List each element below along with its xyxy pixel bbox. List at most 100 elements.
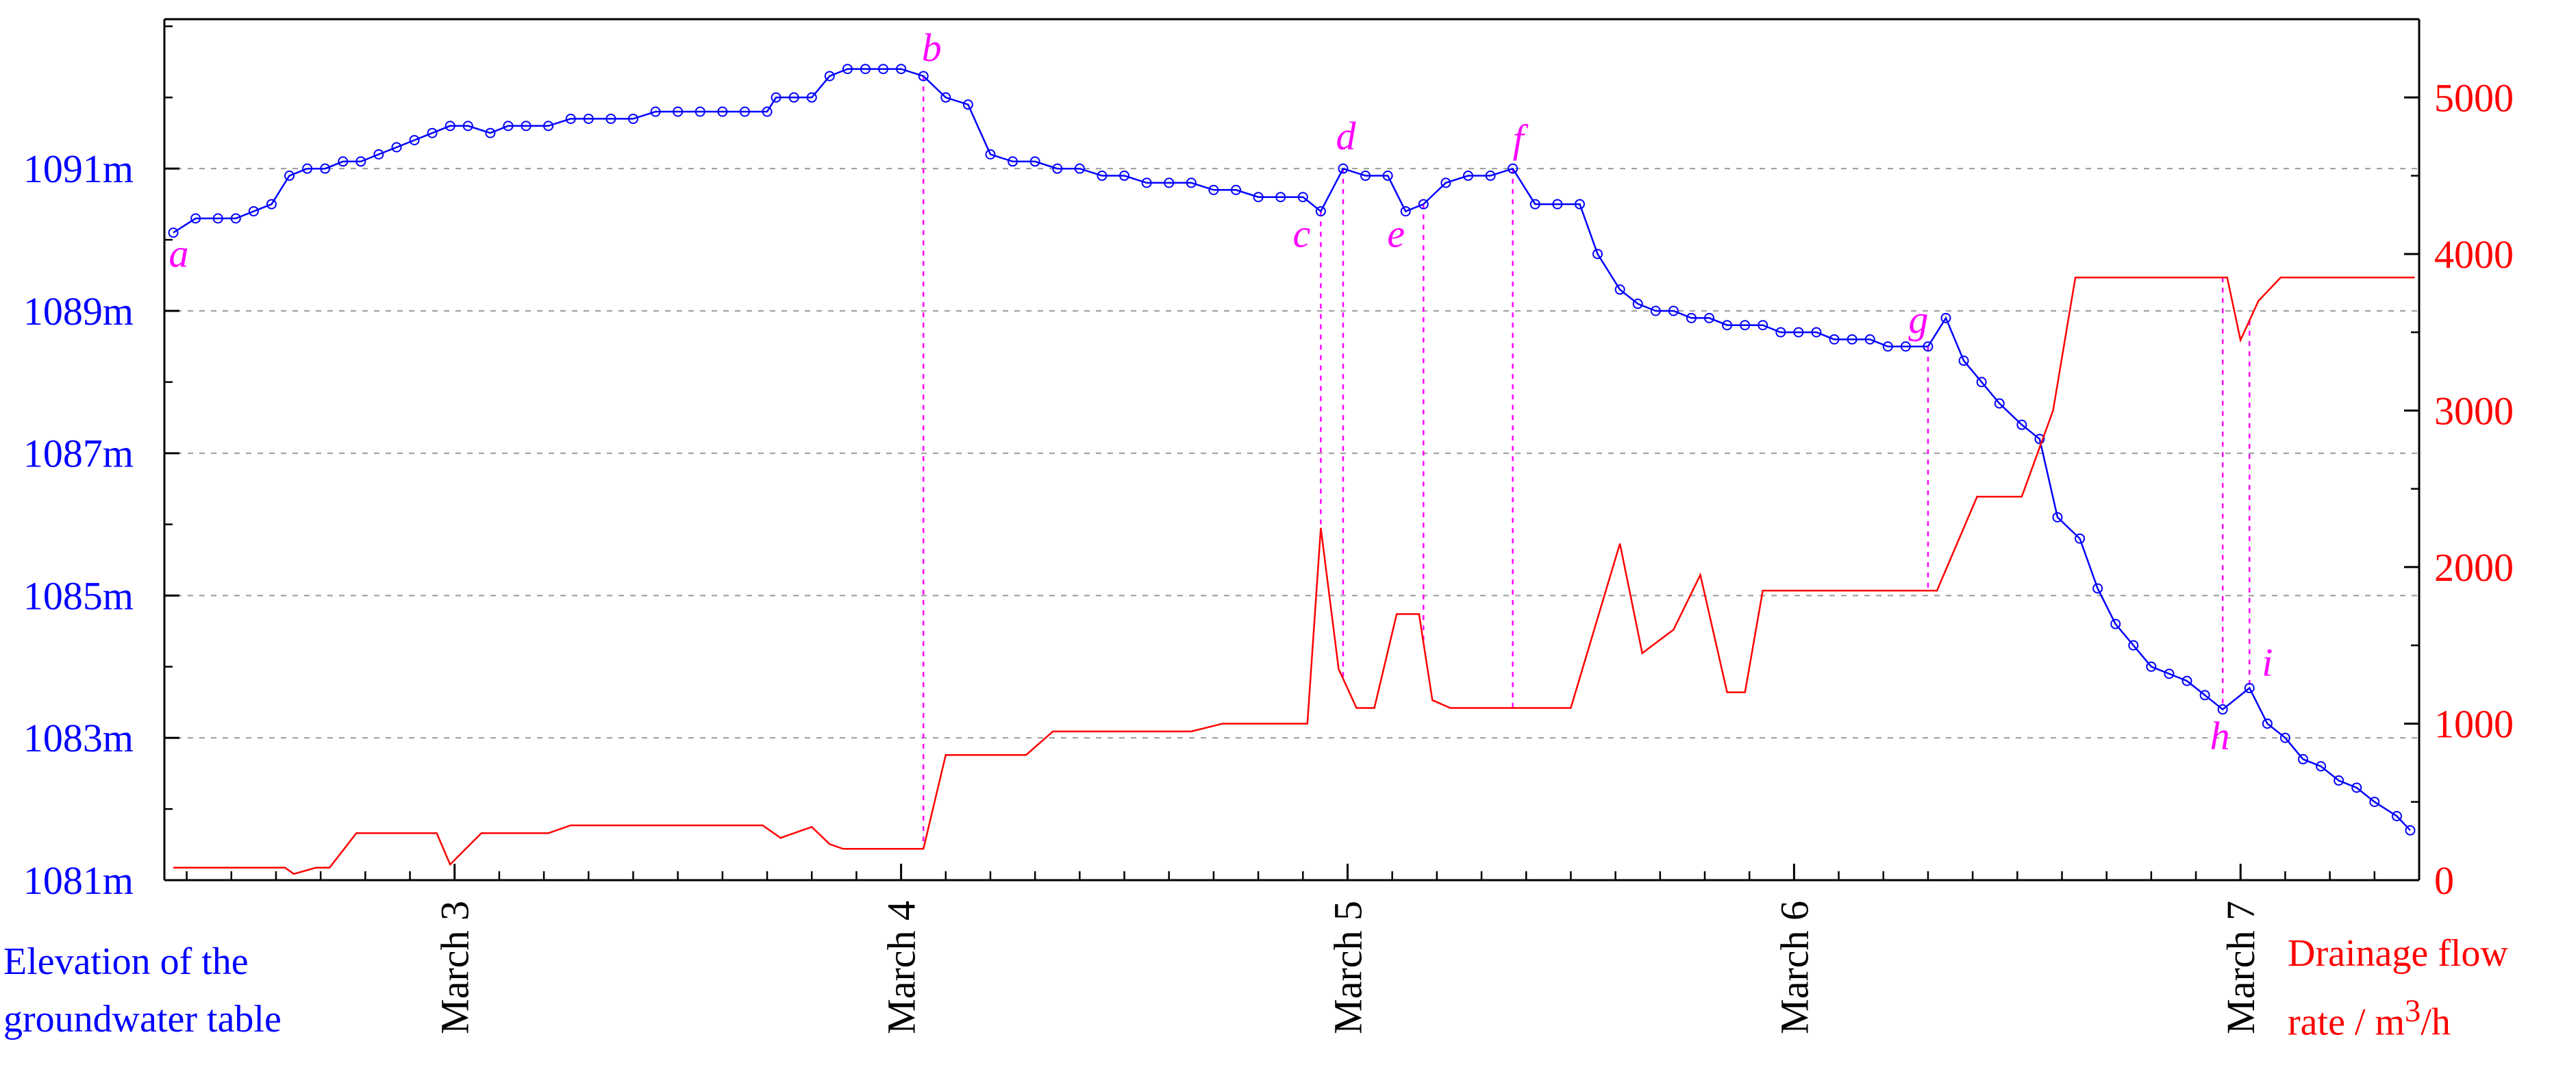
annotation-label-d: d — [1336, 114, 1356, 158]
groundwater-data-point — [2052, 512, 2063, 523]
groundwater-data-point — [1552, 199, 1563, 210]
groundwater-data-point — [409, 135, 420, 146]
groundwater-data-point — [1811, 327, 1822, 338]
left-tick-label: 1089m — [23, 289, 134, 334]
groundwater-data-point — [2298, 753, 2309, 764]
annotation-guides — [922, 76, 2251, 849]
groundwater-data-point — [1740, 320, 1751, 331]
groundwater-data-point — [2279, 732, 2290, 743]
groundwater-data-point — [1994, 398, 2005, 409]
groundwater-data-point — [1253, 192, 1264, 203]
groundwater-data-point — [168, 227, 179, 238]
left-axis-title-line-1: Elevation of the — [3, 940, 249, 983]
x-tick-label: March 3 — [433, 901, 477, 1034]
groundwater-data-point — [842, 64, 853, 75]
groundwater-data-point — [1847, 334, 1858, 345]
groundwater-data-point — [1074, 163, 1085, 174]
groundwater-data-point — [1186, 177, 1197, 188]
axis-ticks: 1081m 1083m 1085m 1087m 1089m 1091m 0 1000 2000 3… — [23, 25, 2514, 1034]
annotation-label-g: g — [1908, 297, 1928, 342]
groundwater-data-point — [503, 121, 514, 132]
groundwater-data-point — [1529, 199, 1540, 210]
groundwater-data-point — [565, 113, 576, 124]
groundwater-data-point — [962, 99, 973, 110]
left-tick-label: 1087m — [23, 432, 134, 476]
groundwater-data-point — [521, 121, 532, 132]
groundwater-data-point — [1360, 171, 1371, 182]
groundwater-data-point — [739, 106, 750, 117]
groundwater-data-point — [695, 106, 705, 117]
groundwater-data-point — [788, 92, 799, 103]
annotation-label-e: e — [1387, 211, 1405, 255]
plot-frame — [163, 18, 2421, 882]
groundwater-data-point — [583, 113, 594, 124]
groundwater-data-point — [355, 156, 366, 167]
groundwater-data-point — [1722, 320, 1733, 331]
groundwater-data-point — [1592, 249, 1603, 260]
groundwater-data-point — [212, 213, 223, 224]
groundwater-data-point — [1097, 171, 1108, 182]
groundwater-data-point — [1632, 299, 1643, 310]
groundwater-data-point — [1508, 163, 1518, 174]
left-axis-title: Elevation of the groundwater table — [3, 933, 483, 1048]
groundwater-data-point — [762, 106, 773, 117]
groundwater-data-point — [462, 121, 473, 132]
groundwater-data-point — [824, 71, 835, 82]
groundwater-data-point — [673, 106, 684, 117]
groundwater-data-point — [940, 92, 951, 103]
right-tick-label: 3000 — [2434, 388, 2514, 433]
groundwater-data-point — [2351, 782, 2362, 793]
groundwater-data-point — [1418, 199, 1429, 210]
groundwater-data-point — [1164, 177, 1175, 188]
groundwater-data-point — [445, 121, 455, 132]
groundwater-data-point — [1614, 284, 1625, 295]
x-tick-label: March 7 — [2218, 901, 2263, 1034]
groundwater-data-point — [302, 163, 313, 174]
groundwater-data-point — [1650, 305, 1661, 316]
groundwater-data-point — [2034, 434, 2045, 445]
left-tick-label: 1085m — [23, 573, 134, 618]
groundwater-data-point — [2369, 797, 2380, 808]
groundwater-data-point — [1029, 156, 1040, 167]
groundwater-data-point — [1686, 312, 1697, 323]
groundwater-data-point — [190, 213, 201, 224]
groundwater-data-point — [2334, 775, 2344, 786]
left-tick-label: 1083m — [23, 716, 134, 760]
groundwater-data-point — [2092, 583, 2103, 594]
groundwater-data-point — [2075, 533, 2086, 544]
groundwater-data-point — [2217, 704, 2228, 715]
groundwater-data-point — [2016, 419, 2027, 430]
groundwater-data-point — [717, 106, 728, 117]
groundwater-data-point — [806, 92, 817, 103]
groundwater-data-point — [320, 163, 331, 174]
groundwater-data-point — [1864, 334, 1875, 345]
left-axis-title-box: Elevation of the groundwater table — [3, 933, 483, 1048]
groundwater-data-point — [1923, 341, 1934, 352]
groundwater-data-point — [918, 71, 929, 82]
groundwater-data-point — [985, 149, 996, 160]
groundwater-series-line — [173, 68, 2411, 832]
groundwater-data-point — [485, 127, 496, 138]
groundwater-data-point — [543, 121, 554, 132]
groundwater-data-point — [2128, 640, 2139, 651]
right-axis-title: Drainage flow rate / m3/h — [2288, 932, 2508, 1044]
groundwater-data-point — [391, 142, 402, 153]
groundwater-data-point — [1119, 171, 1130, 182]
groundwater-data-point — [771, 92, 781, 103]
groundwater-data-point — [1231, 184, 1242, 195]
right-tick-label: 5000 — [2434, 75, 2514, 120]
groundwater-data-point — [2199, 690, 2210, 701]
groundwater-data-point — [1338, 163, 1349, 174]
groundwater-data-point — [1382, 171, 1393, 182]
groundwater-data-point — [1829, 334, 1840, 345]
groundwater-data-point — [1400, 205, 1411, 216]
groundwater-data-point — [2164, 669, 2175, 679]
groundwater-data-point — [2391, 811, 2402, 822]
groundwater-data-point — [2110, 619, 2121, 629]
drainage-series-line — [173, 276, 2415, 875]
groundwater-data-point — [605, 113, 616, 124]
groundwater-data-point — [1297, 192, 1308, 203]
groundwater-data-point — [1793, 327, 1804, 338]
groundwater-data-point — [860, 64, 871, 75]
x-tick-label: March 4 — [879, 901, 924, 1034]
